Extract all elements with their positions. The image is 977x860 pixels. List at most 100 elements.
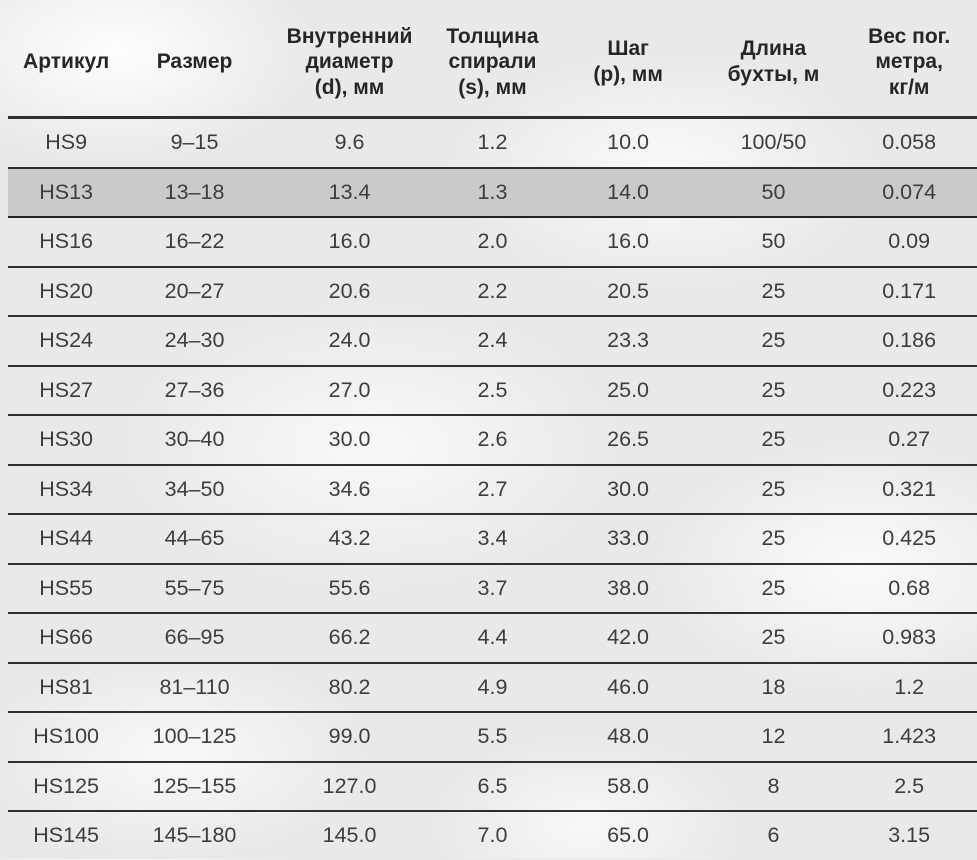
table-row: HS24 24–30 24.0 2.4 23.3 25 0.186: [8, 316, 977, 367]
cell-weight: 0.058: [841, 117, 977, 169]
cell-coil-length: 25: [705, 266, 842, 317]
cell-article: HS13: [8, 166, 125, 218]
cell-coil-length: 25: [705, 613, 842, 664]
cell-spiral-thickness: 2.0: [434, 217, 551, 268]
cell-inner-diameter: 34.6: [264, 464, 435, 515]
cell-step: 42.0: [550, 613, 706, 664]
cell-size: 27–36: [124, 365, 265, 416]
table-row: HS16 16–22 16.0 2.0 16.0 50 0.09: [8, 217, 977, 268]
cell-inner-diameter: 145.0: [322, 823, 377, 848]
cell-article: HS34: [8, 464, 125, 515]
cell-coil-length: 6: [767, 823, 780, 848]
col-header-weight: Вес пог. метра, кг/м: [841, 0, 977, 119]
cell-size: 24–30: [124, 316, 265, 367]
cell-spiral-thickness: 4.9: [434, 662, 551, 713]
cell-size: 81–110: [124, 662, 265, 713]
col-header-inner-diameter: Внутренний диаметр (d), мм: [264, 0, 435, 119]
cell-coil-length: 50: [705, 166, 842, 218]
col-header-coil-length: Длина бухты, м: [705, 0, 842, 119]
cell-coil-length: 100/50: [705, 117, 842, 169]
cell-size: 145–180: [152, 823, 237, 848]
table-row: HS100 100–125 99.0 5.5 48.0 12 1.423: [8, 712, 977, 763]
cell-step: 26.5: [550, 415, 706, 466]
cell-weight: 3.15: [888, 823, 931, 848]
cell-weight: 1.2: [841, 662, 977, 713]
cell-step: 10.0: [550, 117, 706, 169]
cell-step: 14.0: [550, 166, 706, 218]
cell-spiral-thickness: 2.5: [434, 365, 551, 416]
cell-inner-diameter: 16.0: [264, 217, 435, 268]
cell-weight: 0.09: [841, 217, 977, 268]
col-header-article: Артикул: [8, 0, 125, 119]
cell-inner-diameter: 66.2: [264, 613, 435, 664]
cell-inner-diameter: 43.2: [264, 514, 435, 565]
cell-weight: 0.27: [841, 415, 977, 466]
cell-size: 30–40: [124, 415, 265, 466]
cell-inner-diameter: 9.6: [264, 117, 435, 169]
table-row: HS44 44–65 43.2 3.4 33.0 25 0.425: [8, 514, 977, 565]
cell-article: HS30: [8, 415, 125, 466]
cell-step: 25.0: [550, 365, 706, 416]
cell-size: 20–27: [124, 266, 265, 317]
cell-inner-diameter: 20.6: [264, 266, 435, 317]
cell-article: HS125: [8, 761, 125, 812]
cell-weight: 0.171: [841, 266, 977, 317]
cell-size: 55–75: [124, 563, 265, 614]
cell-coil-length: 8: [705, 761, 842, 812]
cell-article: HS27: [8, 365, 125, 416]
spec-table: Артикул Размер Внутренний диаметр (d), м…: [8, 0, 977, 860]
cell-inner-diameter: 30.0: [264, 415, 435, 466]
cell-weight: 0.68: [841, 563, 977, 614]
col-header-step: Шаг (p), мм: [550, 0, 706, 119]
cell-article: HS20: [8, 266, 125, 317]
cell-weight: 1.423: [841, 712, 977, 763]
cell-coil-length: 25: [705, 464, 842, 515]
cell-coil-length: 25: [705, 415, 842, 466]
cell-article: HS81: [8, 662, 125, 713]
cell-size: 125–155: [124, 761, 265, 812]
col-header-spiral-thickness: Толщина спирали (s), мм: [434, 0, 551, 119]
cell-step: 23.3: [550, 316, 706, 367]
cell-size: 13–18: [124, 166, 265, 218]
cell-coil-length: 25: [705, 514, 842, 565]
cell-step: 30.0: [550, 464, 706, 515]
table-row: HS13 13–18 13.4 1.3 14.0 50 0.074: [8, 166, 977, 218]
cell-spiral-thickness: 7.0: [477, 823, 508, 848]
cell-step: 58.0: [550, 761, 706, 812]
cell-weight: 0.186: [841, 316, 977, 367]
header-row: Артикул Размер Внутренний диаметр (d), м…: [8, 0, 977, 119]
cell-inner-diameter: 24.0: [264, 316, 435, 367]
cell-weight: 2.5: [841, 761, 977, 812]
cell-article: HS16: [8, 217, 125, 268]
cell-article: HS66: [8, 613, 125, 664]
col-header-size: Размер: [124, 0, 265, 119]
cell-article: HS55: [8, 563, 125, 614]
cell-coil-length: 18: [705, 662, 842, 713]
cell-weight: 0.074: [841, 166, 977, 218]
table-body: HS9 9–15 9.6 1.2 10.0 100/50 0.058 HS13 …: [8, 117, 977, 860]
cell-step: 65.0: [607, 823, 650, 848]
table-row: HS30 30–40 30.0 2.6 26.5 25 0.27: [8, 415, 977, 466]
cell-coil-length: 25: [705, 365, 842, 416]
cell-step: 48.0: [550, 712, 706, 763]
table-row: HS125 125–155 127.0 6.5 58.0 8 2.5: [8, 761, 977, 812]
cell-spiral-thickness: 1.3: [434, 166, 551, 218]
cell-spiral-thickness: 3.7: [434, 563, 551, 614]
cell-spiral-thickness: 2.6: [434, 415, 551, 466]
cell-inner-diameter: 127.0: [264, 761, 435, 812]
cell-size: 9–15: [124, 117, 265, 169]
cell-spiral-thickness: 2.2: [434, 266, 551, 317]
cell-step: 16.0: [550, 217, 706, 268]
cell-coil-length: 25: [705, 563, 842, 614]
cell-article: HS24: [8, 316, 125, 367]
cell-spiral-thickness: 2.4: [434, 316, 551, 367]
table-row: HS66 66–95 66.2 4.4 42.0 25 0.983: [8, 613, 977, 664]
table-row: HS81 81–110 80.2 4.9 46.0 18 1.2: [8, 662, 977, 713]
table-row: HS9 9–15 9.6 1.2 10.0 100/50 0.058: [8, 117, 977, 169]
cell-inner-diameter: 27.0: [264, 365, 435, 416]
cell-weight: 0.321: [841, 464, 977, 515]
cell-weight: 0.425: [841, 514, 977, 565]
table-row: HS27 27–36 27.0 2.5 25.0 25 0.223: [8, 365, 977, 416]
cell-article: HS44: [8, 514, 125, 565]
cell-size: 100–125: [124, 712, 265, 763]
